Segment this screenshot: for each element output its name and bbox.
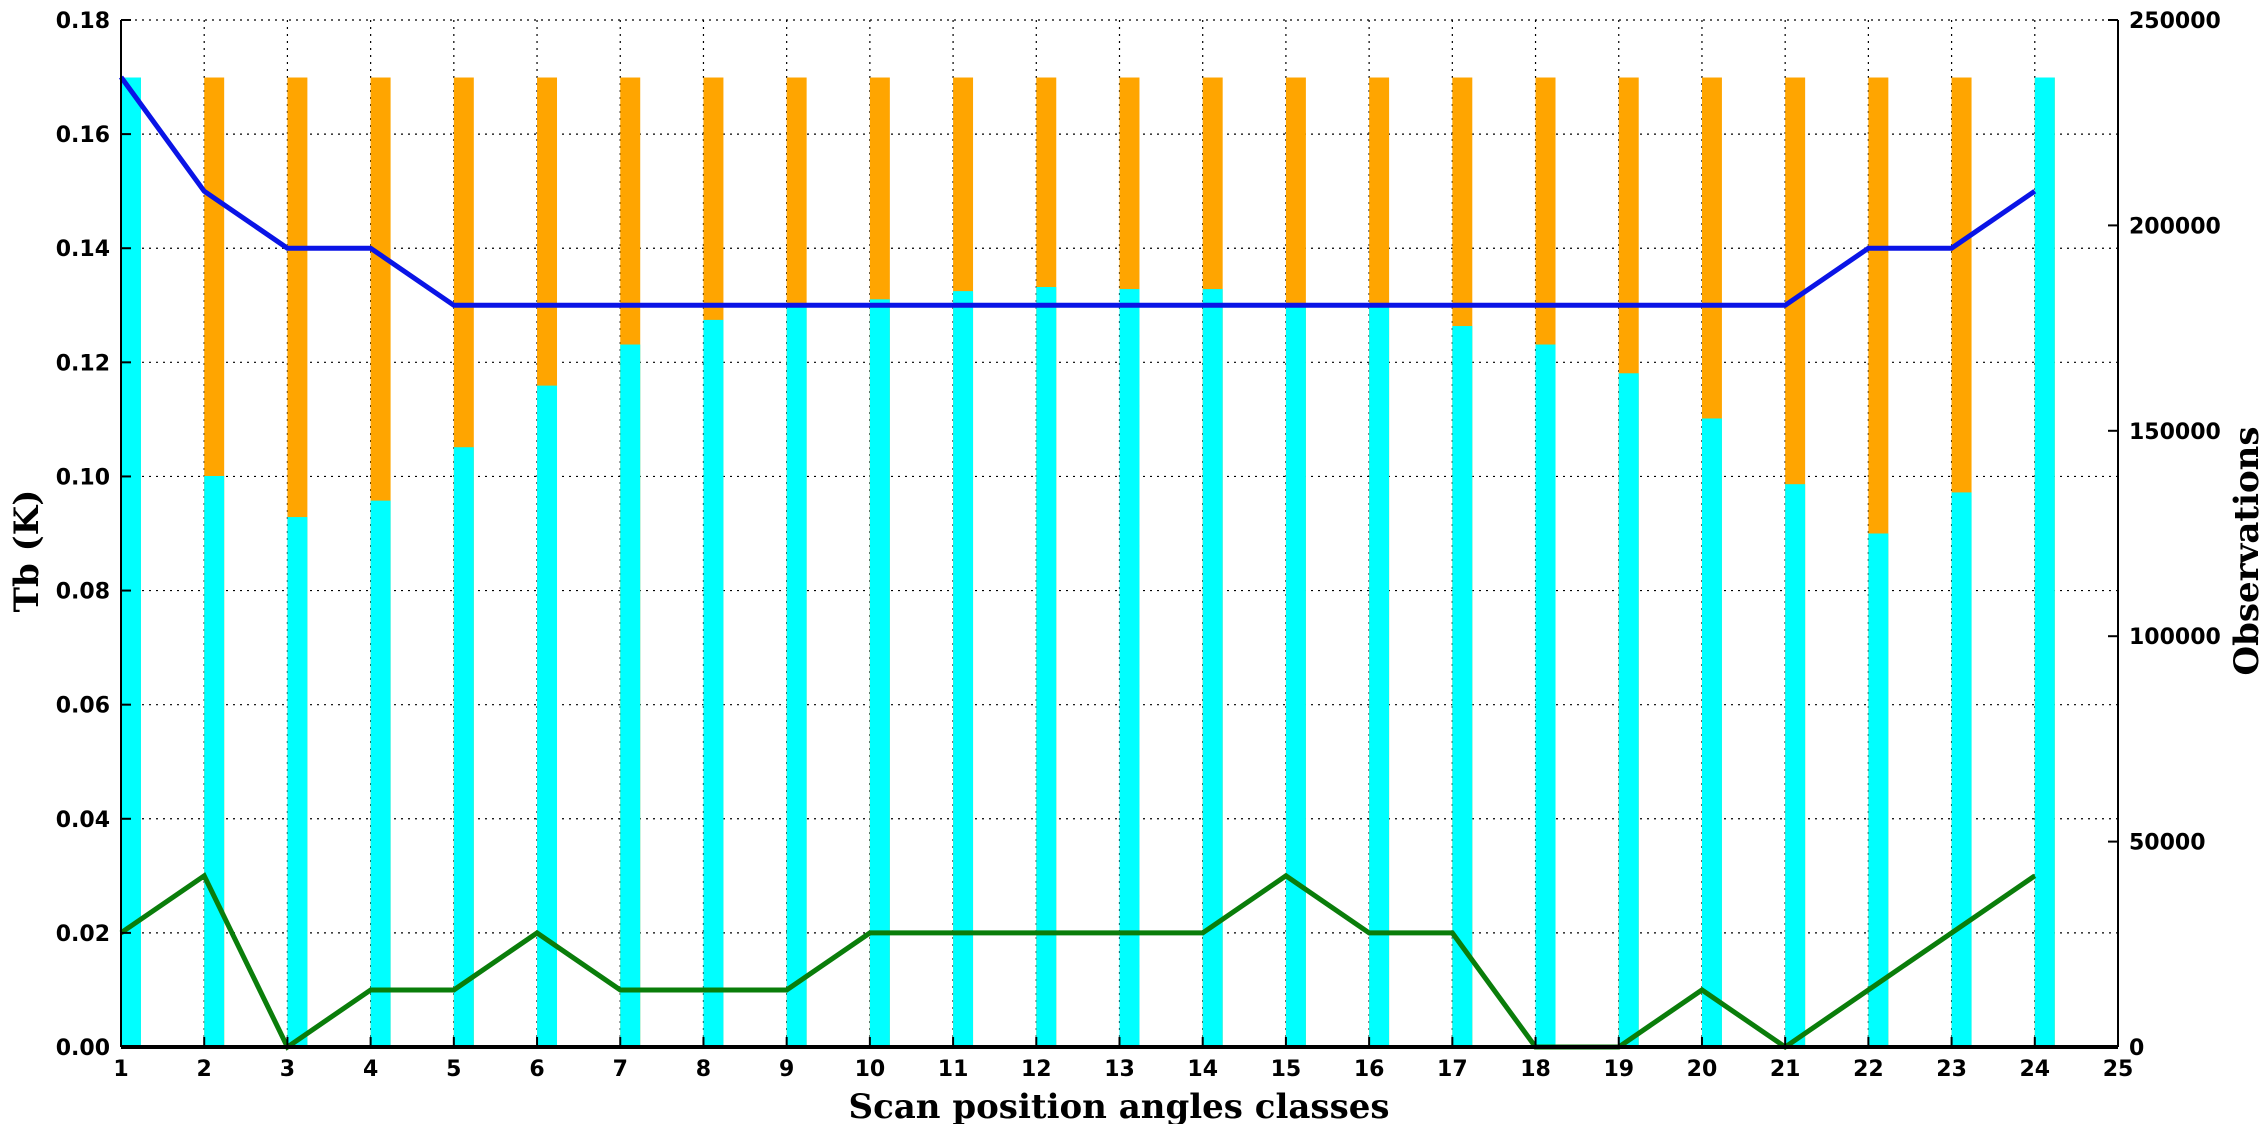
y-left-tick-label: 0.18 (56, 9, 110, 34)
x-tick-label: 2 (197, 1057, 212, 1082)
y-right-axis-title: Observations (2227, 426, 2267, 675)
x-tick-label: 14 (1187, 1057, 1218, 1082)
bar-used-observations (953, 291, 974, 1047)
x-tick-label: 25 (2103, 1057, 2134, 1082)
line-series-green (119, 872, 2037, 1051)
bar-used-observations (1618, 373, 1639, 1048)
y-left-tick-label: 0.04 (56, 808, 110, 833)
y-right-tick-label: 50000 (2129, 831, 2206, 856)
bars-layer (121, 77, 2055, 1048)
x-tick-label: 22 (1853, 1057, 1884, 1082)
x-tick-label: 19 (1603, 1057, 1634, 1082)
bar-used-observations (1036, 287, 1057, 1047)
bar-used-observations (1701, 418, 1722, 1047)
bar-used-observations (1535, 344, 1556, 1048)
y-left-tick-label: 0.14 (56, 237, 110, 262)
x-tick-label: 4 (363, 1057, 378, 1082)
x-tick-label: 16 (1354, 1057, 1385, 1082)
bar-used-observations (537, 385, 558, 1047)
y-left-tick-label: 0.08 (56, 580, 110, 605)
x-tick-label: 21 (1770, 1057, 1801, 1082)
x-tick-label: 8 (696, 1057, 711, 1082)
y-left-tick-label: 0.16 (56, 123, 110, 148)
x-tick-label: 10 (855, 1057, 886, 1082)
x-tick-label: 15 (1271, 1057, 1302, 1082)
bar-used-observations (1202, 289, 1223, 1048)
bar-used-observations (204, 475, 225, 1047)
x-tick-label: 9 (779, 1057, 794, 1082)
y-right-tick-label: 200000 (2129, 214, 2221, 239)
bar-used-observations (1951, 492, 1972, 1047)
bar-used-observations (620, 344, 641, 1048)
y-right-tick-label: 0 (2129, 1036, 2144, 1061)
y-left-tick-label: 0.00 (56, 1036, 110, 1061)
line-series-blue (118, 75, 2037, 308)
y-left-axis-title: Tb (K) (7, 490, 47, 613)
x-tick-label: 12 (1021, 1057, 1052, 1082)
bar-used-observations (1119, 289, 1140, 1048)
bar-used-observations (786, 303, 807, 1047)
y-right-tick-label: 250000 (2129, 9, 2221, 34)
y-left-tick-label: 0.06 (56, 694, 110, 719)
x-axis-title: Scan position angles classes (849, 1087, 1390, 1124)
bar-used-observations (869, 299, 890, 1047)
y-right-tick-label: 150000 (2129, 420, 2221, 445)
bar-used-observations (370, 500, 391, 1047)
bar-used-observations (287, 517, 308, 1047)
x-tick-label: 6 (529, 1057, 544, 1082)
y-left-tick-label: 0.12 (56, 351, 110, 376)
x-tick-label: 1 (113, 1057, 128, 1082)
bar-used-observations (121, 77, 141, 1047)
bar-used-observations (2034, 77, 2055, 1047)
bar-used-observations (1452, 326, 1473, 1047)
bar-used-observations (1369, 307, 1390, 1047)
x-tick-label: 3 (280, 1057, 295, 1082)
y-left-tick-label: 0.02 (56, 922, 110, 947)
x-tick-label: 7 (613, 1057, 628, 1082)
bar-used-observations (1868, 533, 1889, 1047)
y-left-tick-label: 0.10 (56, 465, 110, 490)
x-tick-label: 11 (938, 1057, 969, 1082)
lines-layer (118, 75, 2037, 1051)
x-tick-label: 23 (1936, 1057, 1967, 1082)
x-tick-label: 24 (2019, 1057, 2050, 1082)
y-right-tick-label: 100000 (2129, 625, 2221, 650)
x-tick-label: 5 (446, 1057, 461, 1082)
x-tick-label: 17 (1437, 1057, 1468, 1082)
bar-used-observations (453, 447, 474, 1047)
ticks-layer: 1 2 3 4 5 6 7 8 9 10 11 12 13 14 15 16 17 18 19 20 21 22 23 24 2… (56, 9, 2221, 1082)
bar-used-observations (1785, 484, 1806, 1048)
bar-used-observations (1285, 303, 1306, 1047)
x-tick-label: 18 (1520, 1057, 1551, 1082)
x-tick-label: 20 (1687, 1057, 1718, 1082)
bar-used-observations (703, 319, 724, 1047)
x-tick-label: 13 (1104, 1057, 1135, 1082)
